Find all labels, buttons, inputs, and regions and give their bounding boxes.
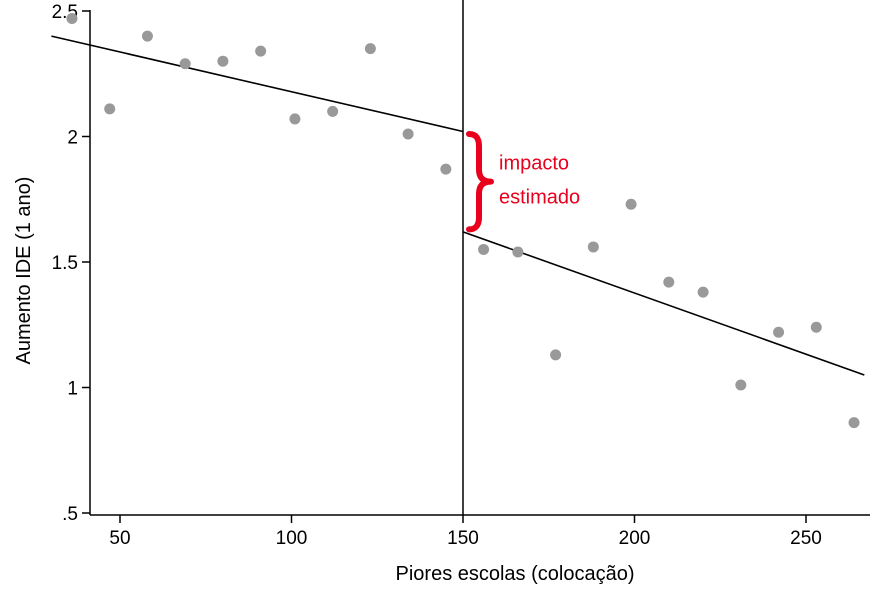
data-point (587, 241, 599, 253)
data-point (810, 321, 822, 333)
x-axis-title: Piores escolas (colocação) (396, 563, 635, 585)
x-tick-label: 150 (447, 528, 479, 549)
data-point (217, 55, 229, 67)
fit-line-right (462, 231, 865, 376)
data-point (478, 243, 490, 255)
x-tick-label: 250 (790, 528, 822, 549)
data-point (402, 128, 414, 140)
data-point (179, 58, 191, 70)
y-tick-label: 2 (67, 128, 78, 149)
annotation-label-line: estimado (499, 187, 580, 209)
data-point (66, 13, 78, 25)
y-tick-label: .5 (62, 504, 78, 525)
data-point (735, 379, 747, 391)
data-point (663, 276, 675, 288)
curly-brace-icon (466, 130, 494, 233)
data-point (697, 286, 709, 298)
y-axis-title: Aumento IDE (1 ano) (13, 177, 35, 365)
data-point (289, 113, 301, 125)
y-tick-label: 1 (67, 379, 78, 400)
data-point (141, 30, 153, 42)
y-tick-label: 1.5 (52, 253, 78, 274)
x-tick-label: 50 (109, 528, 130, 549)
data-point (512, 246, 524, 258)
data-point (104, 103, 116, 115)
data-point (255, 45, 267, 57)
fit-line-left (51, 35, 464, 133)
data-points (66, 13, 860, 429)
x-tick-label: 200 (619, 528, 651, 549)
data-point (625, 198, 637, 210)
axes: 50 100 150 200 250.511.522.5 (52, 0, 870, 549)
data-point (327, 105, 339, 117)
impact-annotation: impacto estimado (466, 130, 580, 233)
annotation-label-line: impacto (499, 153, 569, 175)
data-point (773, 326, 785, 338)
data-point (550, 349, 562, 361)
data-point (364, 43, 376, 55)
fit-lines (51, 35, 865, 376)
data-point (848, 417, 860, 429)
data-point (440, 163, 452, 175)
x-tick-label: 100 (276, 528, 308, 549)
